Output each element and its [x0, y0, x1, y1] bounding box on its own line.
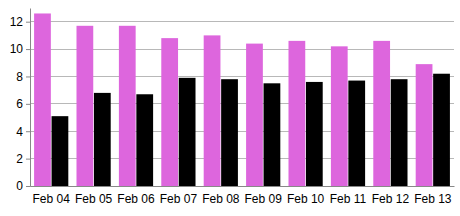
bar — [288, 41, 305, 186]
tick-label: Feb 05 — [75, 192, 113, 206]
bar — [136, 94, 153, 186]
grid-line — [30, 186, 454, 187]
tick: Feb 11 — [330, 186, 367, 206]
tick: Feb 08 — [202, 186, 240, 206]
tick: 6 — [16, 97, 30, 111]
axis-line — [31, 186, 455, 187]
tick-label: 10 — [10, 42, 24, 56]
tick: Feb 07 — [160, 186, 198, 206]
bar — [119, 26, 136, 186]
tick: Feb 04 — [33, 186, 71, 206]
bar — [76, 26, 93, 186]
tick-label: 2 — [16, 152, 23, 166]
tick: 10 — [10, 42, 30, 56]
tick-label: Feb 10 — [287, 192, 325, 206]
bar — [34, 13, 51, 186]
tick-mark — [26, 159, 30, 160]
grid-line — [30, 103, 454, 104]
bar — [348, 81, 365, 186]
tick: Feb 10 — [287, 186, 325, 206]
tick: 12 — [10, 15, 30, 29]
tick-label: Feb 13 — [414, 192, 452, 206]
bar — [179, 78, 196, 186]
tick: 8 — [16, 70, 30, 84]
bar — [306, 82, 323, 186]
tick: Feb 06 — [117, 186, 155, 206]
bar — [331, 46, 348, 186]
bar — [391, 79, 408, 186]
tick-label: 0 — [16, 179, 23, 193]
tick-label: 4 — [16, 125, 23, 139]
tick: Feb 09 — [245, 186, 283, 206]
tick: 4 — [16, 125, 30, 139]
bar — [204, 35, 221, 186]
y-axis: 0 2 4 6 8 10 12 — [10, 9, 31, 194]
x-axis: Feb 04 Feb 05 Feb 06 Feb 07 Feb 08 Feb 09 Feb … — [31, 186, 455, 206]
tick-label: 6 — [16, 97, 23, 111]
tick-label: Feb 08 — [202, 192, 240, 206]
bar — [433, 74, 450, 186]
bar — [246, 44, 263, 186]
bars — [34, 13, 450, 186]
chart: 024681012Feb 04Feb 05Feb 06Feb 07Feb 08F… — [0, 0, 460, 216]
tick: Feb 13 — [414, 186, 452, 206]
tick-mark — [26, 76, 30, 77]
tick-label: Feb 07 — [160, 192, 198, 206]
tick-mark — [26, 22, 30, 23]
grid-line — [30, 49, 454, 50]
tick-label: Feb 12 — [372, 192, 410, 206]
bar — [161, 38, 178, 186]
tick-label: 12 — [10, 15, 24, 29]
tick-mark — [26, 186, 30, 187]
tick-mark — [26, 131, 30, 132]
grid-line — [30, 21, 454, 22]
tick-mark — [26, 104, 30, 105]
tick: Feb 12 — [372, 186, 410, 206]
grid-line — [30, 76, 454, 77]
grid — [30, 22, 454, 186]
tick-mark — [26, 49, 30, 50]
tick: 2 — [16, 152, 30, 166]
bar — [52, 116, 69, 186]
bar — [94, 93, 111, 186]
bar — [221, 79, 238, 186]
tick-label: 8 — [16, 70, 23, 84]
plot: 024681012Feb 04Feb 05Feb 06Feb 07Feb 08F… — [10, 9, 455, 206]
grid-line — [30, 131, 454, 132]
tick-label: Feb 11 — [330, 192, 367, 206]
bar — [264, 83, 281, 186]
tick: 0 — [16, 179, 30, 193]
axis-line — [30, 9, 31, 187]
bar — [416, 64, 433, 186]
grid-line — [30, 158, 454, 159]
tick-label: Feb 06 — [117, 192, 155, 206]
tick-label: Feb 09 — [245, 192, 283, 206]
bar — [373, 41, 390, 186]
tick: Feb 05 — [75, 186, 113, 206]
tick-label: Feb 04 — [33, 192, 71, 206]
